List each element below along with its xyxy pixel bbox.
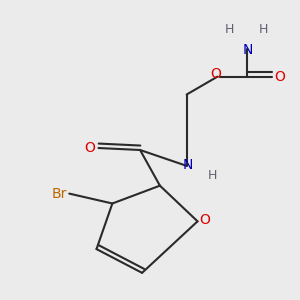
Text: O: O (210, 67, 221, 81)
Text: N: N (242, 44, 253, 57)
Text: O: O (200, 213, 210, 227)
Text: O: O (85, 141, 96, 155)
Text: Br: Br (51, 187, 67, 201)
Text: H: H (225, 22, 234, 36)
Text: H: H (208, 169, 217, 182)
Text: H: H (259, 22, 268, 36)
Text: N: N (183, 158, 193, 172)
Text: O: O (274, 70, 285, 84)
